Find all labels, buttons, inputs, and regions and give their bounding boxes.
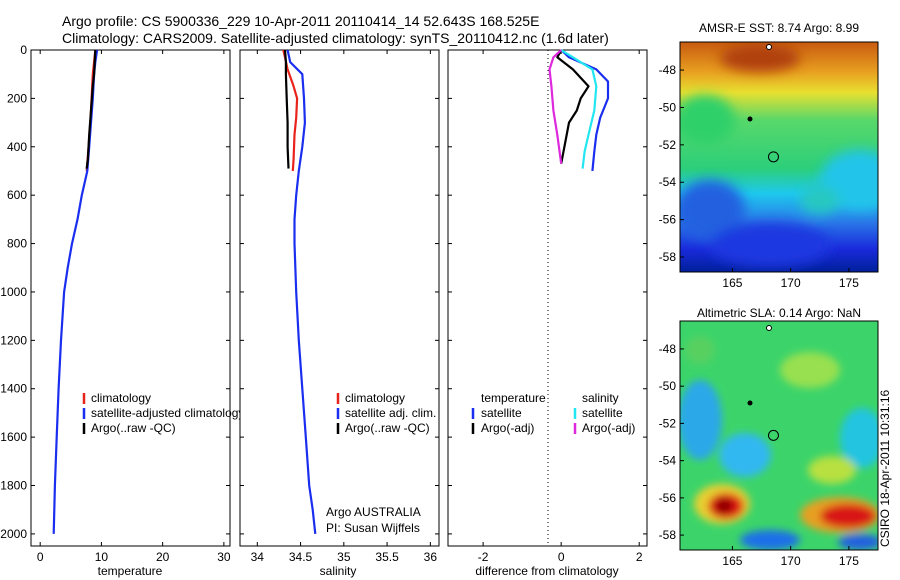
map-x-tick-label: 165 (722, 554, 742, 568)
difference-lines (548, 49, 610, 172)
map-x-tick-label: 165 (722, 276, 742, 290)
x-tick-label: 36 (424, 550, 438, 564)
legend-sal-argo: Argo(-adj) (582, 421, 635, 435)
x-tick-label: -2 (478, 550, 489, 564)
title-line-1: Argo profile: CS 5900336_229 10-Apr-2011… (62, 13, 539, 29)
temperature-panel: 0 200 400 600 800 1000 1200 1400 1600 1800 2000 0 1… (0, 43, 244, 578)
salinity-y-ticks (240, 49, 439, 535)
sst-field (680, 42, 878, 272)
annotation-pi: PI: Susan Wijffels (326, 521, 420, 535)
y-tick-label: 1600 (0, 430, 27, 444)
y-tick-label: 1800 (0, 479, 27, 493)
sla-argo-circle (767, 429, 779, 441)
sst-track-point-north (766, 44, 772, 50)
map-y-tick-label: -54 (659, 454, 677, 468)
y-tick-label: 1200 (0, 333, 27, 347)
map-y-tick-label: -56 (659, 491, 677, 505)
salinity-x-ticks: 34 34.5 35 35.5 36 (251, 50, 438, 564)
x-tick-label: 35 (337, 550, 351, 564)
temperature-y-ticks: 0 200 400 600 800 1000 1200 1400 1600 1800 2000 (0, 43, 230, 541)
salinity-xlabel: salinity (320, 564, 357, 578)
sla-track-point-north (766, 325, 772, 331)
sst-map: AMSR-E SST: 8.74 Argo: 8.99 165 170 175 -48… (659, 21, 879, 290)
series-line-argo-raw-qc- (283, 49, 290, 169)
difference-panel: -2 0 2 temperature satellite Argo(-adj) sa… (447, 49, 648, 578)
legend-sal-satellite: satellite (582, 406, 623, 420)
series-line-salinity-satellite (560, 49, 598, 169)
difference-xlabel: difference from climatology (475, 564, 618, 578)
x-tick-label: 20 (156, 550, 170, 564)
temperature-xlabel: temperature (98, 564, 163, 578)
map-y-tick-label: -52 (659, 416, 677, 430)
x-tick-label: 0 (558, 550, 565, 564)
salinity-panel: 34 34.5 35 35.5 36 climatology satellite adj… (239, 49, 440, 578)
difference-x-ticks: -2 0 2 (478, 50, 643, 564)
legend-climatology: climatology (345, 391, 405, 405)
x-tick-label: 30 (217, 550, 231, 564)
y-tick-label: 800 (7, 237, 27, 251)
legend-temp-argo: Argo(-adj) (481, 421, 534, 435)
y-tick-label: 200 (7, 91, 27, 105)
side-stamp: CSIRO 18-Apr-2011 10:31:16 (878, 389, 892, 547)
legend-temperature-heading: temperature (481, 391, 546, 405)
temperature-lines (52, 49, 99, 534)
map-x-tick-label: 170 (781, 276, 801, 290)
y-tick-label: 600 (7, 188, 27, 202)
temperature-x-ticks: 0 10 20 30 (37, 50, 231, 564)
sst-map-title: AMSR-E SST: 8.74 Argo: 8.99 (699, 21, 859, 35)
map-x-tick-label: 175 (839, 276, 859, 290)
legend-temp-satellite: satellite (481, 406, 522, 420)
legend-climatology: climatology (91, 391, 151, 405)
x-tick-label: 10 (95, 550, 109, 564)
map-y-tick-label: -56 (659, 213, 677, 227)
map-y-tick-label: -50 (659, 100, 677, 114)
map-y-tick-label: -50 (659, 379, 677, 393)
sla-track-point (747, 400, 753, 406)
map-y-tick-label: -48 (659, 63, 677, 77)
map-y-tick-label: -54 (659, 175, 677, 189)
map-x-tick-label: 170 (781, 554, 801, 568)
series-line-argo-raw-qc- (85, 49, 97, 169)
legend-salinity-heading: salinity (582, 391, 619, 405)
map-x-tick-label: 175 (839, 554, 859, 568)
map-y-tick-label: -48 (659, 342, 677, 356)
difference-y-ticks (448, 49, 647, 535)
sst-track-point (747, 116, 753, 122)
map-y-tick-label: -52 (659, 138, 677, 152)
legend-satellite-adj: satellite adj. clim. (345, 406, 436, 420)
sst-map-ticks: 165 170 175 -48 -50 -52 -54 -56 -58 (659, 63, 860, 290)
x-tick-label: 35.5 (375, 550, 399, 564)
x-tick-label: 34.5 (289, 550, 313, 564)
title-line-2: Climatology: CARS2009. Satellite-adjuste… (62, 30, 609, 46)
sla-map-ticks: 165 170 175 -48 -50 -52 -54 -56 -58 (659, 342, 860, 568)
difference-legend: temperature satellite Argo(-adj) salinit… (471, 391, 635, 435)
legend-argo: Argo(..raw -QC) (91, 421, 176, 435)
temperature-axes-box (30, 49, 231, 547)
series-line-temperature-argo-adj- (556, 49, 590, 164)
sla-map: Altimetric SLA: 0.14 Argo: NaN 165 170 175… (659, 306, 879, 568)
sla-map-title: Altimetric SLA: 0.14 Argo: NaN (697, 306, 861, 320)
annotation-argo-australia: Argo AUSTRALIA (326, 505, 421, 519)
temperature-legend: climatology satellite-adjusted climatolo… (82, 391, 244, 435)
y-tick-label: 0 (20, 43, 27, 57)
series-line-salinity-argo-adj- (548, 49, 563, 164)
sst-argo-circle (767, 151, 779, 163)
x-tick-label: 0 (37, 550, 44, 564)
x-tick-label: 34 (251, 550, 265, 564)
sla-field (680, 321, 878, 550)
salinity-axes-box (239, 49, 440, 547)
legend-satellite-adjusted: satellite-adjusted climatology (91, 406, 244, 420)
y-tick-label: 1000 (0, 285, 27, 299)
salinity-lines (282, 49, 317, 535)
x-tick-label: 2 (636, 550, 643, 564)
map-y-tick-label: -58 (659, 528, 677, 542)
y-tick-label: 1400 (0, 382, 27, 396)
legend-argo: Argo(..raw -QC) (345, 421, 430, 435)
salinity-legend: climatology satellite adj. clim. Argo(..… (336, 391, 436, 435)
y-tick-label: 2000 (0, 527, 27, 541)
series-line-satellite-adj-clim- (286, 49, 317, 535)
map-y-tick-label: -58 (659, 250, 677, 264)
y-tick-label: 400 (7, 140, 27, 154)
